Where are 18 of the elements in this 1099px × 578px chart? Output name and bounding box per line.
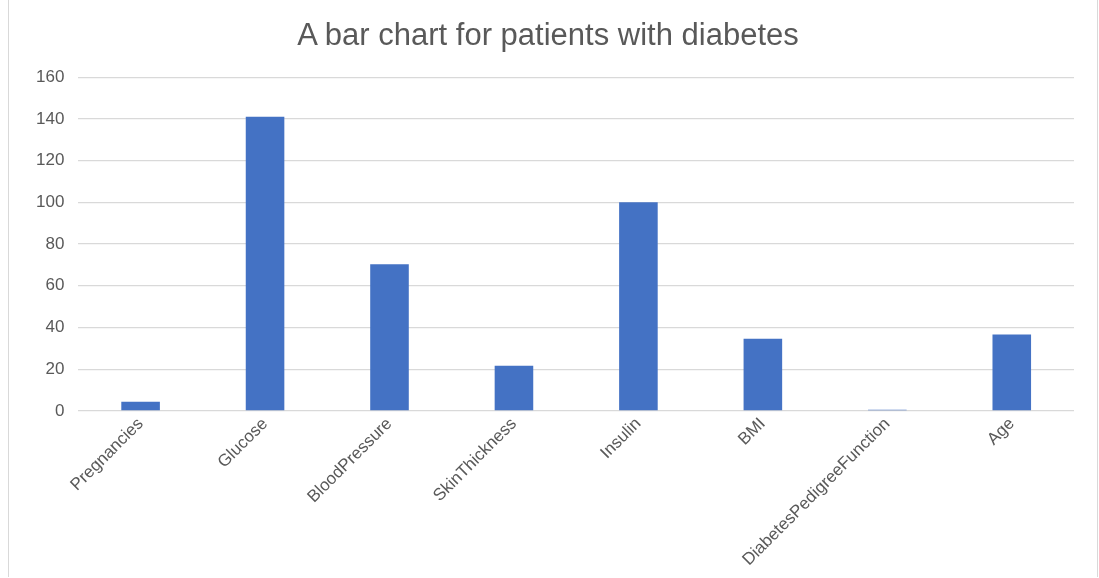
y-tick-label: 20 xyxy=(45,358,65,378)
bar xyxy=(992,334,1032,411)
bar xyxy=(619,202,658,411)
bar xyxy=(370,264,409,411)
y-tick-label: 120 xyxy=(35,150,65,170)
bar xyxy=(494,365,534,411)
bar xyxy=(743,338,783,411)
y-tick-label: 100 xyxy=(35,192,65,212)
bar xyxy=(121,401,160,411)
bar xyxy=(245,116,285,411)
x-tick-label: Age xyxy=(983,413,1018,449)
y-tick-label: 60 xyxy=(45,275,65,295)
chart-title: A bar chart for patients with diabetes xyxy=(297,17,799,53)
y-tick-label: 40 xyxy=(45,317,65,337)
y-tick-label: 160 xyxy=(35,66,65,86)
y-tick-label: 140 xyxy=(35,108,65,128)
y-tick-label: 0 xyxy=(54,400,65,420)
y-tick-label: 80 xyxy=(45,233,65,253)
